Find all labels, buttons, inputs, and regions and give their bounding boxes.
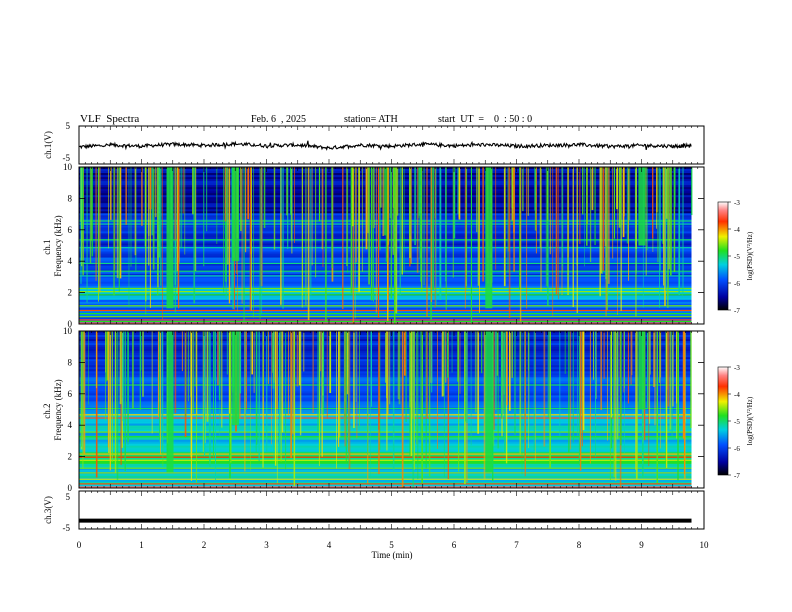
colorbar-tick-label: -5 <box>734 418 740 426</box>
ch1-waveform-frame <box>78 125 705 165</box>
time-tick-label: 7 <box>514 540 519 550</box>
spec1-ytick-label: 6 <box>68 225 73 235</box>
ch1-ytick-top: 5 <box>66 121 71 131</box>
time-tick-label: 5 <box>389 540 394 550</box>
ch3-ytick-bottom: -5 <box>63 523 71 533</box>
ch2-spectrogram-image <box>79 331 692 489</box>
date-label: Feb. 6 , 2025 <box>251 114 306 125</box>
spec2-ytick-label: 4 <box>68 420 73 430</box>
spec1-ytick-label: 8 <box>68 193 73 203</box>
ch1-ytick-bottom: -5 <box>63 153 71 163</box>
spec2-ytick-label: 2 <box>68 452 73 462</box>
time-tick-label: 2 <box>202 540 207 550</box>
ch1-ylabel-channel: ch.1 Frequency (kHz) <box>42 215 63 276</box>
ch1-spectrogram-image <box>79 167 693 325</box>
figure-title: VLF Spectra <box>80 113 140 125</box>
start-time-label: start UT = 0 : 50 : 0 <box>438 114 533 125</box>
spec2-ytick-label: 6 <box>68 389 73 399</box>
time-tick-label: 9 <box>639 540 644 550</box>
colorbar-tick-label: -6 <box>734 280 740 288</box>
colorbar-tick-label: -6 <box>734 445 740 453</box>
spec1-ytick-label: 2 <box>68 288 73 298</box>
spec1-ytick-label: 10 <box>63 162 73 172</box>
ch1-colorbar-label: log(PSD)(V²/Hz) <box>746 231 754 280</box>
colorbar-tick-label: -3 <box>734 364 740 372</box>
colorbar-tick-label: -7 <box>734 307 740 315</box>
time-axis-label: Time (min) <box>372 550 413 560</box>
time-tick-label: 3 <box>264 540 269 550</box>
colorbar-tick-label: -4 <box>734 226 740 234</box>
time-tick-label: 4 <box>327 540 332 550</box>
ch1-colorbar <box>717 201 729 311</box>
colorbar-tick-label: -7 <box>734 472 740 480</box>
spec2-ytick-label: 0 <box>68 483 73 493</box>
ch3-ylabel: ch.3(V) <box>43 496 53 524</box>
ch1-ylabel: ch.1(V) <box>43 131 53 159</box>
colorbar-tick-label: -5 <box>734 253 740 261</box>
ch1-waveform-line <box>79 140 692 151</box>
ch2-colorbar-label: log(PSD)(V²/Hz) <box>746 396 754 445</box>
colorbar-tick-label: -3 <box>734 199 740 207</box>
ch3-ytick-top: 5 <box>66 492 71 502</box>
time-axis: 0 1 2 3 4 5 6 7 8 9 10 <box>77 126 709 550</box>
spec2-ytick-label: 10 <box>63 326 73 336</box>
time-tick-label: 1 <box>139 540 144 550</box>
time-tick-label: 6 <box>452 540 457 550</box>
ch2-colorbar <box>717 366 729 476</box>
colorbar-tick-label: -4 <box>734 391 740 399</box>
time-tick-label: 8 <box>577 540 582 550</box>
time-tick-label: 0 <box>77 540 82 550</box>
spec1-ytick-label: 4 <box>68 256 73 266</box>
ch3-waveform-frame <box>78 490 705 530</box>
time-tick-label: 10 <box>700 540 710 550</box>
spec1-ytick-label: 0 <box>68 319 73 329</box>
station-label: station= ATH <box>344 114 398 125</box>
ch3-waveform-panel: 5 -5 ch.3(V) <box>43 490 705 533</box>
ch2-ylabel-channel: ch.2 Frequency (kHz) <box>42 379 63 440</box>
spec2-ytick-label: 8 <box>68 357 73 367</box>
ch1-waveform-panel: 5 -5 ch.1(V) <box>43 121 705 165</box>
